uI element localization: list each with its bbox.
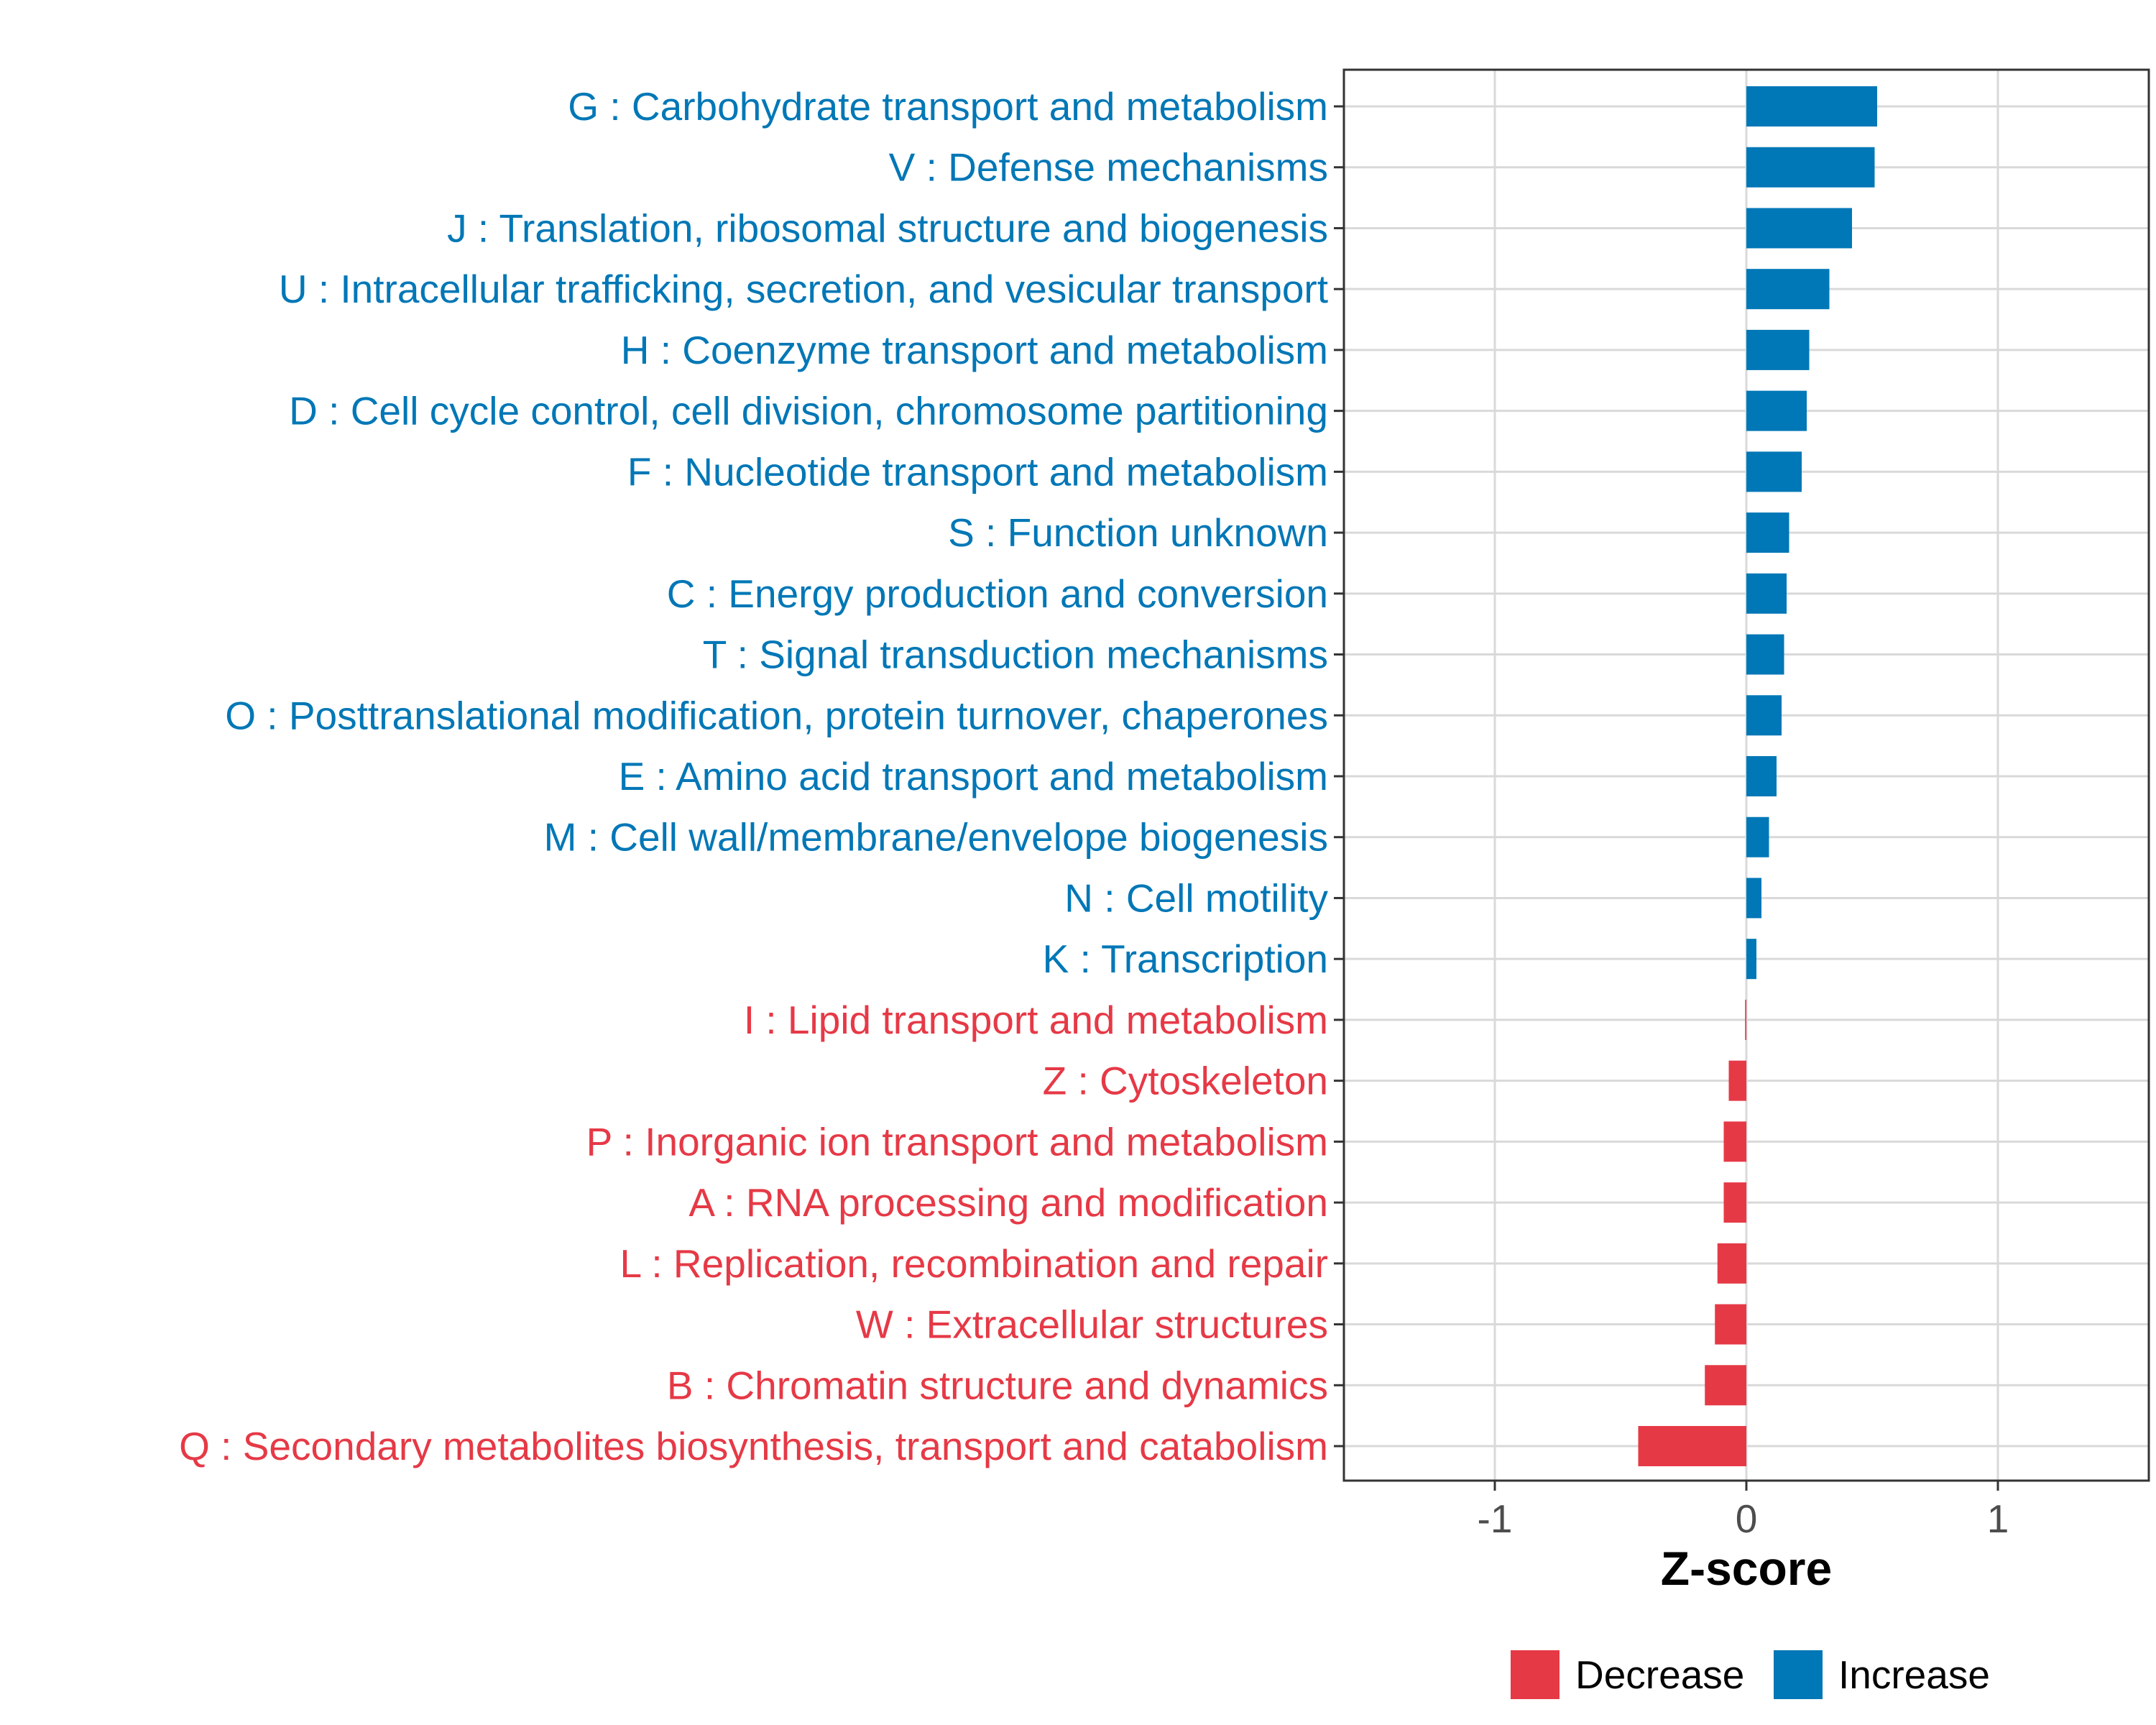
bar [1746, 147, 1875, 188]
bar [1746, 390, 1807, 431]
x-axis-ticks: -1 0 1 [1478, 1481, 2009, 1541]
category-label: O : Posttranslational modification, prot… [225, 693, 1328, 737]
category-label: G : Carbohydrate transport and metabolis… [568, 84, 1328, 129]
bar [1705, 1365, 1746, 1406]
y-axis-labels: G : Carbohydrate transport and metabolis… [179, 84, 1328, 1468]
bar [1746, 451, 1802, 492]
category-label: Z : Cytoskeleton [1043, 1059, 1328, 1103]
category-label: W : Extracellular structures [856, 1302, 1328, 1347]
bar [1745, 999, 1746, 1040]
bars [1638, 86, 1877, 1466]
category-label: U : Intracellular trafficking, secretion… [279, 267, 1328, 311]
bar [1746, 208, 1852, 249]
category-label: P : Inorganic ion transport and metaboli… [586, 1119, 1328, 1164]
bar [1746, 269, 1830, 310]
category-label: L : Replication, recombination and repai… [620, 1241, 1328, 1286]
category-label: I : Lipid transport and metabolism [744, 998, 1328, 1042]
category-label: N : Cell motility [1064, 875, 1328, 920]
x-tick-label: 1 [1987, 1496, 2009, 1541]
category-label: D : Cell cycle control, cell division, c… [289, 389, 1328, 433]
category-label: T : Signal transduction mechanisms [703, 632, 1328, 677]
bar [1746, 634, 1784, 675]
x-tick-label: -1 [1478, 1496, 1513, 1541]
category-label: A : RNA processing and modification [688, 1180, 1328, 1225]
bar [1715, 1304, 1746, 1345]
bar [1746, 939, 1756, 980]
category-label: C : Energy production and conversion [667, 571, 1328, 616]
category-label: Q : Secondary metabolites biosynthesis, … [179, 1424, 1328, 1468]
bar [1728, 1060, 1746, 1101]
category-label: K : Transcription [1043, 937, 1328, 981]
legend-label: Increase [1838, 1652, 1990, 1697]
category-label: F : Nucleotide transport and metabolism [627, 449, 1328, 494]
bar [1746, 573, 1787, 614]
bar [1746, 816, 1769, 857]
category-label: S : Function unknown [948, 510, 1328, 555]
bar [1746, 512, 1789, 553]
category-label: M : Cell wall/membrane/envelope biogenes… [544, 815, 1328, 860]
category-label: B : Chromatin structure and dynamics [667, 1363, 1328, 1407]
category-label: V : Defense mechanisms [889, 145, 1328, 190]
legend-key-decrease [1511, 1650, 1560, 1699]
bar [1746, 695, 1782, 736]
x-tick-label: 0 [1736, 1496, 1758, 1541]
bar [1638, 1426, 1746, 1466]
bar [1746, 878, 1761, 919]
bar [1746, 86, 1877, 126]
category-label: J : Translation, ribosomal structure and… [447, 206, 1328, 250]
bar [1723, 1182, 1746, 1223]
legend: Decrease Increase [1511, 1650, 1990, 1699]
bar [1717, 1243, 1746, 1284]
category-label: H : Coenzyme transport and metabolism [621, 328, 1328, 372]
legend-label: Decrease [1575, 1652, 1744, 1697]
legend-key-increase [1774, 1650, 1823, 1699]
y-axis-ticks [1334, 105, 1344, 1448]
bar [1746, 756, 1777, 796]
category-label: E : Amino acid transport and metabolism [619, 754, 1328, 799]
bar [1723, 1121, 1746, 1162]
bar [1746, 329, 1810, 370]
x-axis-title: Z-score [1661, 1542, 1832, 1595]
